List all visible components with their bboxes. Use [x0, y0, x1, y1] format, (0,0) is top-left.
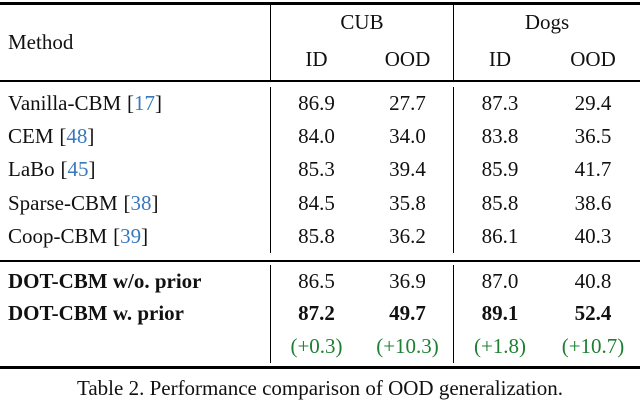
value-dogs-ood: 29.4	[574, 91, 612, 116]
value-cub-id: 85.8	[270, 219, 362, 253]
method-cell: Sparse-CBM[38]	[0, 187, 270, 220]
cite-bracket-close: ]	[87, 124, 95, 149]
value-cub-ood: 39.4	[389, 157, 426, 182]
table-row: Sparse-CBM[38] 84.5 35.8 85.8 38.6	[0, 186, 640, 220]
header-group-dogs: Dogs	[453, 5, 640, 39]
value-cub-id: 84.0	[270, 120, 362, 154]
delta-dogs-id: (+1.8)	[453, 330, 546, 363]
value-dogs-ood: 40.3	[574, 223, 612, 248]
method-name: CEM	[8, 124, 54, 149]
table-row: Vanilla-CBM[17] 86.9 27.7 87.3 29.4	[0, 87, 640, 121]
method-name: Vanilla-CBM	[8, 91, 122, 116]
value-cub-ood: 49.7	[389, 301, 426, 326]
value-dogs-id: 83.8	[453, 120, 546, 154]
cite-bracket-open: [	[59, 124, 67, 149]
value-dogs-id: 86.1	[453, 219, 546, 253]
method-cell: Vanilla-CBM[17]	[0, 87, 270, 120]
value-dogs-ood: 36.5	[574, 124, 612, 149]
value-cub-ood: 35.8	[389, 190, 426, 215]
method-name: LaBo	[8, 157, 55, 182]
value-dogs-ood: 52.4	[574, 301, 612, 326]
method-cell: DOT-CBM w/o. prior	[8, 268, 202, 293]
mid-rule	[0, 259, 640, 262]
empty-cell	[0, 330, 270, 363]
table-caption: Table 2. Performance comparison of OOD g…	[76, 375, 563, 400]
header-method: Method	[8, 30, 74, 54]
citation-link[interactable]: 45	[67, 157, 89, 182]
value-cub-ood: 36.9	[389, 268, 426, 293]
citation-link[interactable]: 17	[134, 91, 156, 116]
value-dogs-ood: 38.6	[574, 190, 612, 215]
delta-dogs-ood: (+10.7)	[561, 333, 625, 358]
value-cub-id: 84.5	[270, 186, 362, 220]
value-dogs-ood: 41.7	[574, 157, 612, 182]
value-cub-id: 86.9	[270, 87, 362, 121]
value-dogs-id: 87.0	[453, 264, 546, 298]
value-cub-id: 85.3	[270, 153, 362, 187]
citation-link[interactable]: 39	[120, 223, 142, 248]
method-cell: LaBo[45]	[0, 153, 270, 186]
top-rule	[0, 2, 640, 5]
value-cub-id: 86.5	[270, 264, 362, 298]
table-row: LaBo[45] 85.3 39.4 85.9 41.7	[0, 153, 640, 187]
header-dogs-ood: OOD	[570, 47, 616, 71]
header-rule	[0, 80, 640, 82]
value-dogs-id: 87.3	[453, 87, 546, 121]
baseline-rows: Vanilla-CBM[17] 86.9 27.7 87.3 29.4 CEM[…	[0, 82, 640, 260]
dot-cbm-rows: DOT-CBM w/o. prior 86.5 36.9 87.0 40.8 D…	[0, 262, 640, 366]
header-dogs-id: ID	[453, 39, 546, 80]
method-cell: CEM[48]	[0, 120, 270, 153]
value-dogs-ood: 40.8	[574, 268, 612, 293]
table-row: CEM[48] 84.0 34.0 83.8 36.5	[0, 120, 640, 154]
header-group-cub: CUB	[270, 5, 453, 39]
value-dogs-id: 89.1	[453, 297, 546, 331]
value-cub-ood: 27.7	[389, 91, 426, 116]
header-cub-id: ID	[270, 39, 362, 80]
cite-bracket-close: ]	[141, 223, 149, 248]
table-row-dot-wo-prior: DOT-CBM w/o. prior 86.5 36.9 87.0 40.8	[0, 264, 640, 298]
bottom-rule	[0, 365, 640, 369]
header-cub-ood: OOD	[384, 47, 431, 71]
table-row-dot-w-prior: DOT-CBM w. prior 87.2 49.7 89.1 52.4	[0, 297, 640, 331]
cite-bracket-close: ]	[88, 157, 96, 182]
delta-cub-id: (+0.3)	[270, 330, 362, 363]
cite-bracket-close: ]	[155, 91, 163, 116]
value-dogs-id: 85.8	[453, 186, 546, 220]
cite-bracket-open: [	[123, 190, 131, 215]
table-row-delta: (+0.3) (+10.3) (+1.8) (+10.7)	[0, 330, 640, 363]
citation-link[interactable]: 48	[66, 124, 88, 149]
method-name: Coop-CBM	[8, 223, 108, 248]
citation-link[interactable]: 38	[130, 190, 152, 215]
value-cub-id: 87.2	[270, 297, 362, 331]
delta-cub-ood: (+10.3)	[376, 333, 439, 358]
method-cell: Coop-CBM[39]	[0, 220, 270, 253]
table-row: Coop-CBM[39] 85.8 36.2 86.1 40.3	[0, 219, 640, 253]
cite-bracket-open: [	[113, 223, 121, 248]
value-dogs-id: 85.9	[453, 153, 546, 187]
method-cell: DOT-CBM w. prior	[8, 301, 184, 326]
value-cub-ood: 34.0	[389, 124, 426, 149]
cite-bracket-close: ]	[151, 190, 159, 215]
value-cub-ood: 36.2	[389, 223, 426, 248]
cite-bracket-open: [	[127, 91, 135, 116]
method-name: Sparse-CBM	[8, 190, 118, 215]
cite-bracket-open: [	[60, 157, 68, 182]
table-header: Method CUB Dogs ID OOD ID OOD	[0, 5, 640, 80]
